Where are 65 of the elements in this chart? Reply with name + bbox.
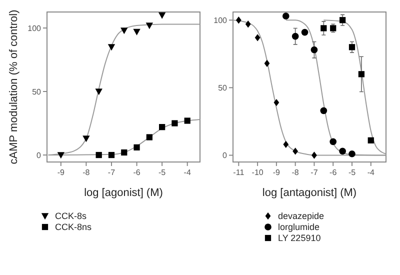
x-tick-label: -10 [252,168,264,177]
point [158,12,166,19]
x-tick-label: -5 [158,168,166,177]
point [159,124,166,130]
point [120,28,128,34]
point [320,107,328,114]
point [236,16,242,24]
x-axis-title: log [agonist] (M) [84,187,163,199]
y-tick-label: 100 [28,24,42,33]
point [320,25,327,32]
point [339,17,346,24]
point [254,34,260,42]
point [330,138,337,146]
point [95,88,102,96]
point [282,12,290,20]
point [368,137,374,144]
legend-label: CCK-8s [55,211,88,222]
point [146,134,152,140]
point [108,152,115,158]
x-tick-label: -8 [292,168,300,177]
legend-label: devazepide [278,211,324,222]
x-axis-title: log [antagonist] (M) [262,187,357,199]
point [133,28,140,36]
x-tick-label: -4 [367,168,375,177]
point [172,120,178,126]
x-tick-label: -7 [310,168,318,177]
point [292,32,299,40]
point [121,149,128,156]
y-tick-label: 0 [36,150,42,160]
x-tick-label: -7 [108,168,116,177]
point [301,28,308,36]
point [339,148,346,155]
point [146,22,154,30]
y-tick-label: 100 [214,16,228,25]
point [57,152,65,159]
point [283,140,289,148]
point [348,44,356,50]
y-tick-label: 50 [218,83,228,92]
y-tick-label: 50 [32,87,42,96]
y-axis-title: cAMP modulation (% of control) [8,10,20,164]
point [264,60,270,67]
x-tick-label: -9 [57,168,66,177]
point [274,98,280,106]
x-tick-label: -11 [233,168,245,177]
point [292,148,298,155]
point [96,152,102,158]
x-tick-label: -6 [330,168,338,177]
x-tick-label: -5 [348,168,356,177]
legend-label: LY 225910 [278,233,321,244]
legend-label: CCK-8ns [55,222,92,232]
legend-label: lorglumide [278,222,320,232]
point [134,144,140,150]
y-tick-label: 0 [222,151,228,160]
x-tick-label: -9 [272,168,281,177]
point [348,150,356,158]
x-tick-label: -4 [184,168,192,177]
point [184,118,190,124]
point [108,44,116,51]
point [245,20,251,28]
x-tick-label: -8 [82,168,90,177]
point [82,136,90,142]
x-tick-label: -6 [133,168,141,177]
point [312,152,317,159]
point [358,71,365,78]
point [310,46,318,54]
